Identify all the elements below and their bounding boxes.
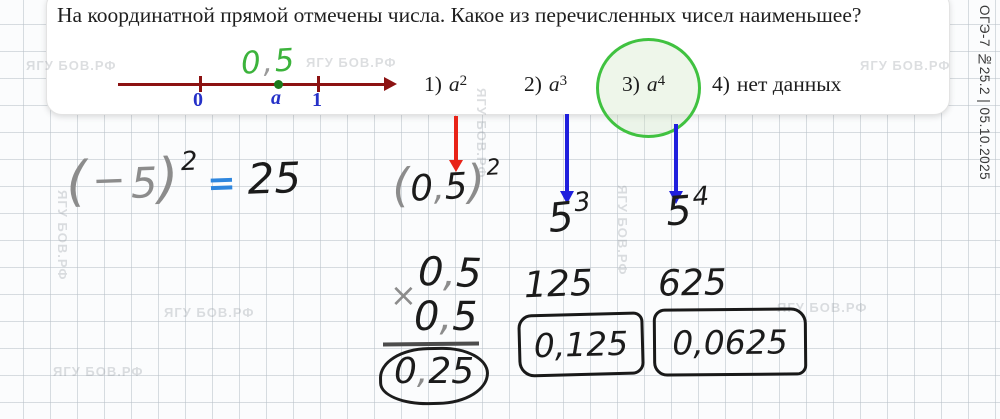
digit: 0 xyxy=(417,248,445,296)
tick-label-a: a xyxy=(271,87,281,109)
blue-arrow-annotation-1 xyxy=(560,114,574,204)
close-paren: ) xyxy=(465,153,487,209)
watermark: ЯГУ БОВ.РФ xyxy=(474,88,489,179)
option-base: a xyxy=(448,72,460,96)
arrow-head-icon xyxy=(560,191,574,204)
watermark: ЯГУ БОВ.РФ xyxy=(55,190,70,281)
exponent: 2 xyxy=(485,155,502,181)
multiplication-sign: × xyxy=(390,276,417,314)
handwritten-five-cubed: 53 xyxy=(545,187,593,243)
comma: , xyxy=(416,351,429,392)
sidebar-task-label: ОГЭ-7 №25.2 | 05.10.2025 xyxy=(977,5,992,181)
watermark: ЯГУ БОВ.РФ xyxy=(26,58,117,73)
close-paren: ) xyxy=(156,146,180,210)
watermark: ЯГУ БОВ.РФ xyxy=(777,300,868,315)
arrow-shaft xyxy=(674,124,678,191)
equals-sign: = xyxy=(206,163,237,205)
pow4-answer-box: 0,0625 xyxy=(652,307,808,377)
option-exponent: 3 xyxy=(559,73,568,89)
base: 5 xyxy=(664,187,694,236)
multiplication-rule-line xyxy=(382,341,480,347)
result: 25 xyxy=(246,152,302,204)
option-2: 2) a3 xyxy=(524,72,567,97)
digit: 5 xyxy=(443,165,469,209)
option-text: нет данных xyxy=(736,72,842,96)
base: 5 xyxy=(129,157,159,208)
tick-label-zero: 0 xyxy=(193,89,203,111)
exponent: 2 xyxy=(180,146,198,178)
watermark: ЯГУ БОВ.РФ xyxy=(860,58,951,73)
option-base: a xyxy=(548,72,560,96)
option-base: a xyxy=(646,72,658,96)
arrow-head-icon xyxy=(449,160,463,172)
option-prefix: 1) xyxy=(424,72,442,96)
arrow-shaft xyxy=(454,116,458,160)
digit: 0 xyxy=(672,322,694,363)
option-exponent: 4 xyxy=(657,73,666,89)
watermark: ЯГУ БОВ.РФ xyxy=(164,305,255,320)
digit: 125 xyxy=(564,323,629,365)
open-paren: ( xyxy=(390,157,412,213)
pow3-result: 125 xyxy=(523,262,594,307)
digit: 0 xyxy=(239,44,265,82)
option-4: 4) нет данных xyxy=(712,72,841,97)
digit: 0 xyxy=(533,325,556,366)
number-line-tick-zero xyxy=(199,76,202,92)
pow3-answer-box: 0,125 xyxy=(517,311,645,378)
point-a-dot xyxy=(274,80,283,89)
minus-sign: − xyxy=(91,157,127,205)
open-paren: ( xyxy=(64,149,89,214)
digit: 5 xyxy=(273,42,298,80)
comma: , xyxy=(439,294,453,340)
handwritten-half-squared: (0,5)2 xyxy=(391,153,501,213)
handwritten-example: (−5)2= 25 xyxy=(65,142,302,213)
digit: 25 xyxy=(428,351,475,392)
option-1: 1) a2 xyxy=(424,72,467,97)
pow3-answer: 0,125 xyxy=(533,324,628,365)
exponent: 4 xyxy=(691,181,711,213)
question-text: На координатной прямой отмечены числа. К… xyxy=(57,3,862,27)
watermark: ЯГУ БОВ.РФ xyxy=(306,55,397,70)
digit: 5 xyxy=(455,250,483,298)
option-exponent: 2 xyxy=(459,73,468,89)
digit: 5 xyxy=(452,294,478,340)
number-line-axis xyxy=(118,83,390,86)
blue-arrow-annotation-2 xyxy=(669,124,683,204)
number-line-tick-one xyxy=(317,76,320,92)
option-prefix: 2) xyxy=(524,72,542,96)
option-prefix: 4) xyxy=(712,72,730,96)
comma: , xyxy=(693,322,704,362)
tick-label-one: 1 xyxy=(312,89,322,111)
red-arrow-annotation xyxy=(449,116,463,172)
mult-result: 0,25 xyxy=(394,351,474,392)
mult-row-1: 0,5 xyxy=(417,249,482,297)
digit: 0 xyxy=(409,167,435,210)
base: 5 xyxy=(545,193,576,243)
arrow-shaft xyxy=(565,114,569,191)
pow4-answer: 0,0625 xyxy=(672,322,788,362)
option-prefix: 3) xyxy=(622,72,640,96)
task-card xyxy=(46,0,950,115)
handwritten-five-fourth: 54 xyxy=(664,181,710,236)
watermark: ЯГУ БОВ.РФ xyxy=(53,364,144,379)
pow4-result: 625 xyxy=(657,262,728,305)
digit: 0 xyxy=(414,294,440,340)
arrow-head-icon xyxy=(669,191,683,204)
digit: 0 xyxy=(394,351,417,392)
exponent: 3 xyxy=(572,186,593,219)
digit: 0625 xyxy=(703,321,788,362)
option-3: 3) a4 xyxy=(622,72,665,97)
answer-circle-annotation xyxy=(596,38,701,138)
mult-row-2: 0,5 xyxy=(414,294,478,340)
handwritten-point-value: 0,5 xyxy=(240,42,298,82)
watermark: ЯГУ БОВ.РФ xyxy=(615,185,630,276)
number-line-arrow-icon xyxy=(384,77,397,91)
